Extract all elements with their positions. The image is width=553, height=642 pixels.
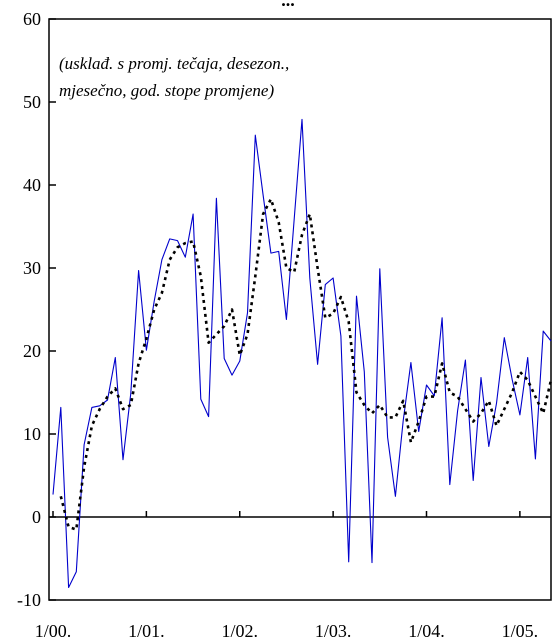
x-tick-label: 1/05. bbox=[502, 621, 539, 641]
plot-frame bbox=[48, 18, 552, 601]
x-tick-label: 1/03. bbox=[315, 621, 352, 641]
y-tick-label: 10 bbox=[23, 424, 41, 444]
x-axis: 1/00. 1/01. 1/02. 1/03. 1/04. 1/05. bbox=[35, 511, 538, 641]
y-axis: -10 0 10 20 30 40 50 60 bbox=[17, 9, 56, 610]
x-tick-label: 1/00. bbox=[35, 621, 72, 641]
y-tick-label: 40 bbox=[23, 175, 41, 195]
y-tick-label: -10 bbox=[17, 590, 41, 610]
x-tick-label: 1/04. bbox=[408, 621, 445, 641]
series-layer bbox=[52, 118, 553, 589]
chart-title: ... bbox=[281, 0, 295, 10]
x-tick-label: 1/02. bbox=[221, 621, 258, 641]
y-tick-label: 50 bbox=[23, 92, 41, 112]
annotation-line-1: (usklađ. s promj. tečaja, desezon., bbox=[59, 54, 289, 73]
series-line-solid bbox=[52, 118, 552, 589]
annotation-line-2: mjesečno, god. stope promjene) bbox=[59, 81, 274, 100]
y-tick-label: 20 bbox=[23, 341, 41, 361]
y-tick-label: 30 bbox=[23, 258, 41, 278]
y-tick-label: 60 bbox=[23, 9, 41, 29]
y-tick-label: 0 bbox=[32, 507, 41, 527]
x-tick-label: 1/01. bbox=[128, 621, 165, 641]
series-line-dotted bbox=[59, 197, 553, 531]
